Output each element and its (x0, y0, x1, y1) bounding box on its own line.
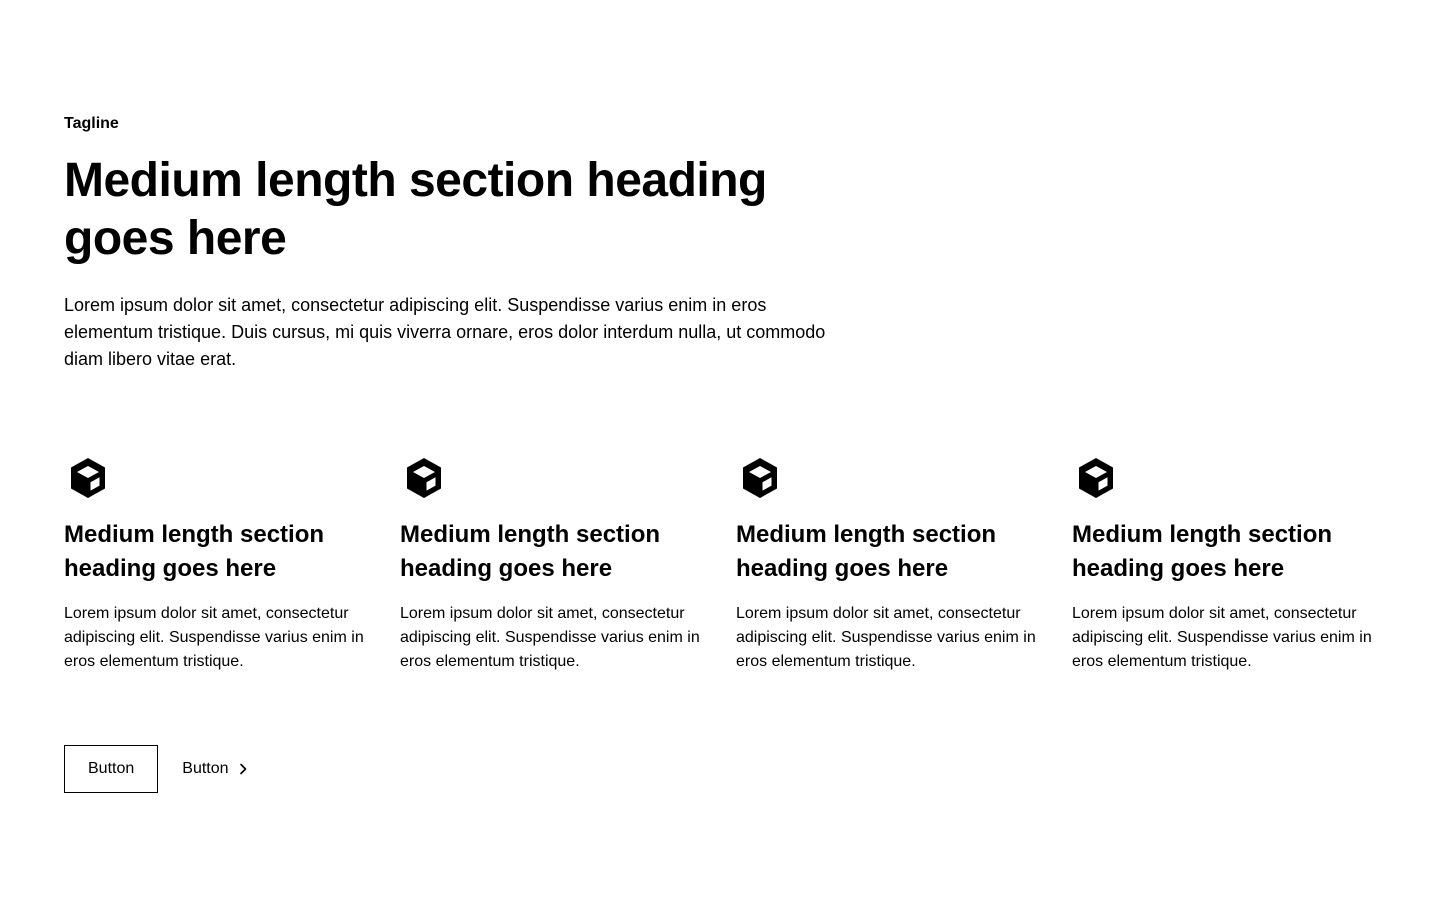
features-list: Medium length section heading goes here … (64, 454, 1376, 674)
feature-title: Medium length section heading goes here (400, 521, 661, 582)
feature-title: Medium length section heading goes here (736, 521, 997, 582)
cube-icon (71, 458, 105, 498)
actions: Button Button (64, 745, 251, 793)
feature-description: Lorem ipsum dolor sit amet, consectetur … (1072, 605, 1372, 670)
secondary-button-label: Button (182, 760, 229, 777)
secondary-link-button[interactable]: Button (182, 760, 250, 778)
cube-icon (407, 458, 441, 498)
section-header: Tagline Medium length section heading go… (64, 112, 832, 373)
feature-item: Medium length section heading goes here … (64, 454, 368, 674)
section-description: Lorem ipsum dolor sit amet, consectetur … (64, 295, 826, 369)
feature-title: Medium length section heading goes here (64, 521, 325, 582)
feature-item: Medium length section heading goes here … (736, 454, 1040, 674)
feature-description: Lorem ipsum dolor sit amet, consectetur … (64, 605, 364, 670)
cube-icon (743, 458, 777, 498)
feature-title: Medium length section heading goes here (1072, 521, 1333, 582)
feature-description: Lorem ipsum dolor sit amet, consectetur … (736, 605, 1036, 670)
cube-icon (1079, 458, 1113, 498)
chevron-right-icon (239, 763, 246, 775)
tagline: Tagline (64, 115, 119, 132)
feature-description: Lorem ipsum dolor sit amet, consectetur … (400, 605, 700, 670)
feature-item: Medium length section heading goes here … (1072, 454, 1376, 674)
feature-item: Medium length section heading goes here … (400, 454, 704, 674)
section-heading: Medium length section heading goes here (64, 154, 767, 265)
primary-button[interactable]: Button (64, 745, 159, 793)
